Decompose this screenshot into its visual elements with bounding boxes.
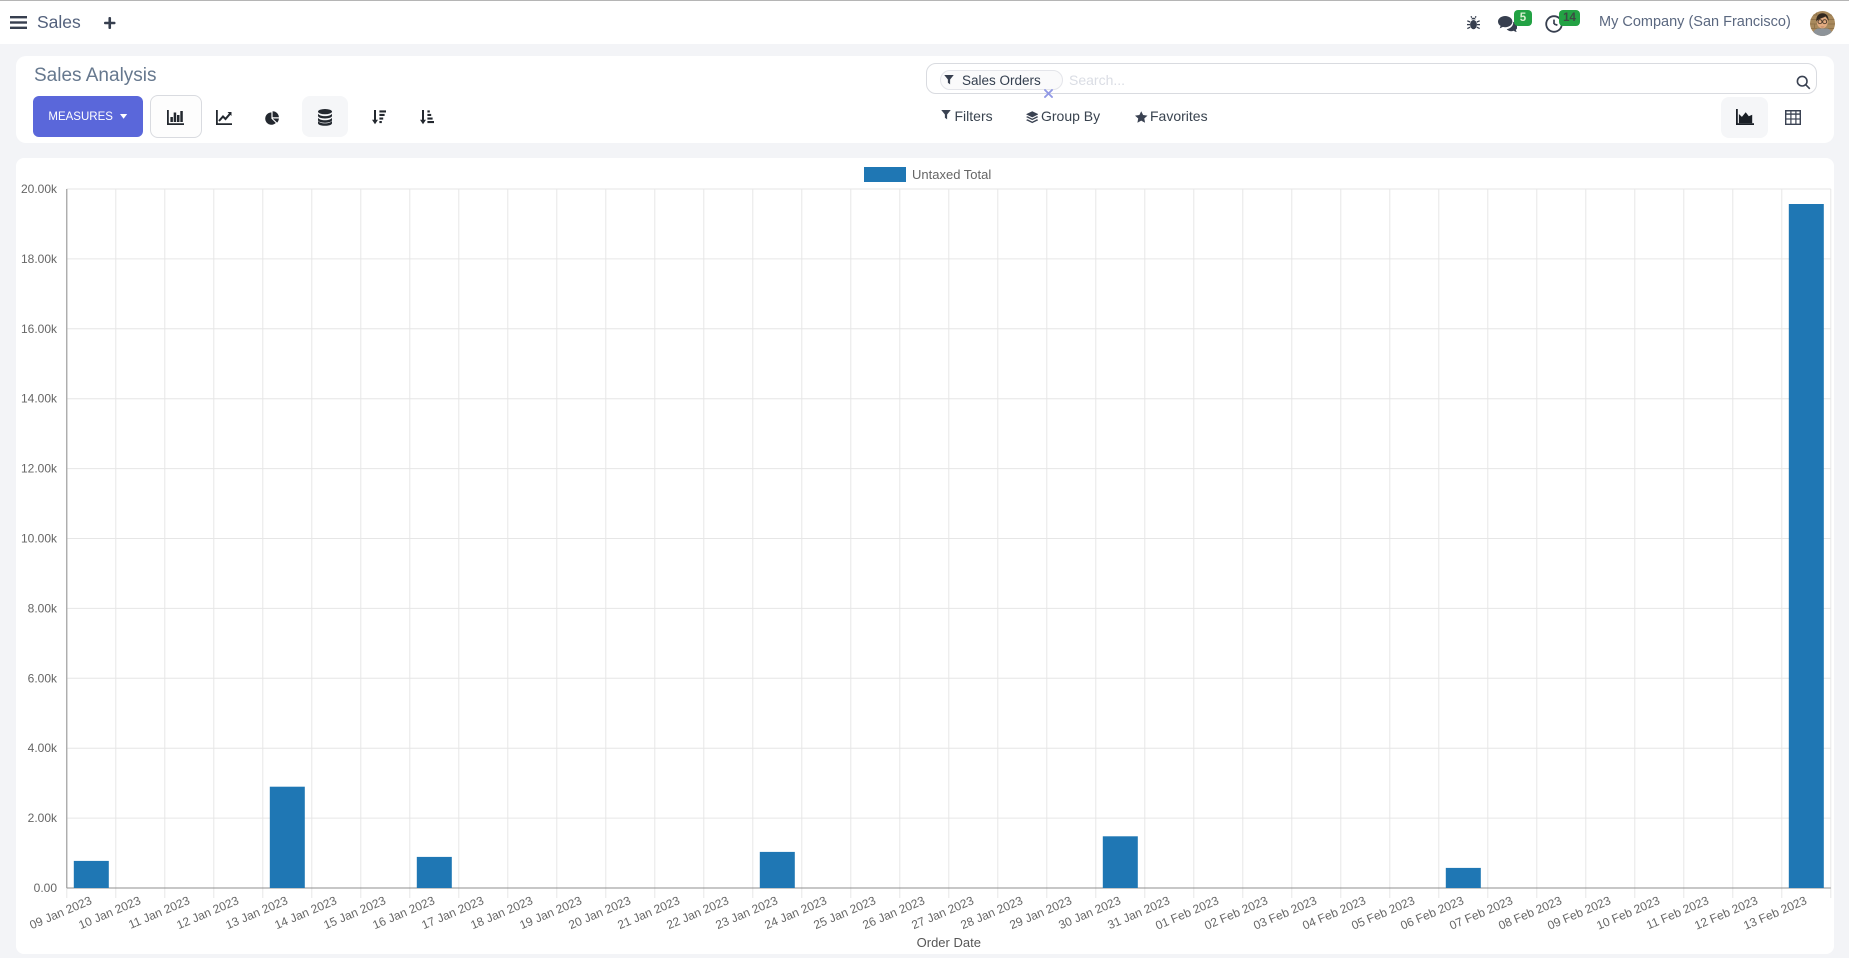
svg-text:12.00k: 12.00k	[21, 462, 58, 476]
svg-text:Untaxed Total: Untaxed Total	[912, 167, 991, 182]
svg-text:14.00k: 14.00k	[21, 392, 58, 406]
svg-text:18.00k: 18.00k	[21, 252, 58, 266]
svg-text:10.00k: 10.00k	[21, 532, 58, 546]
svg-text:20.00k: 20.00k	[21, 182, 58, 196]
svg-text:4.00k: 4.00k	[28, 741, 58, 755]
svg-text:Order Date: Order Date	[917, 935, 981, 950]
svg-text:0.00: 0.00	[34, 881, 58, 895]
svg-text:2.00k: 2.00k	[28, 811, 58, 825]
svg-text:8.00k: 8.00k	[28, 601, 58, 615]
svg-text:6.00k: 6.00k	[28, 671, 58, 685]
svg-text:16.00k: 16.00k	[21, 322, 58, 336]
